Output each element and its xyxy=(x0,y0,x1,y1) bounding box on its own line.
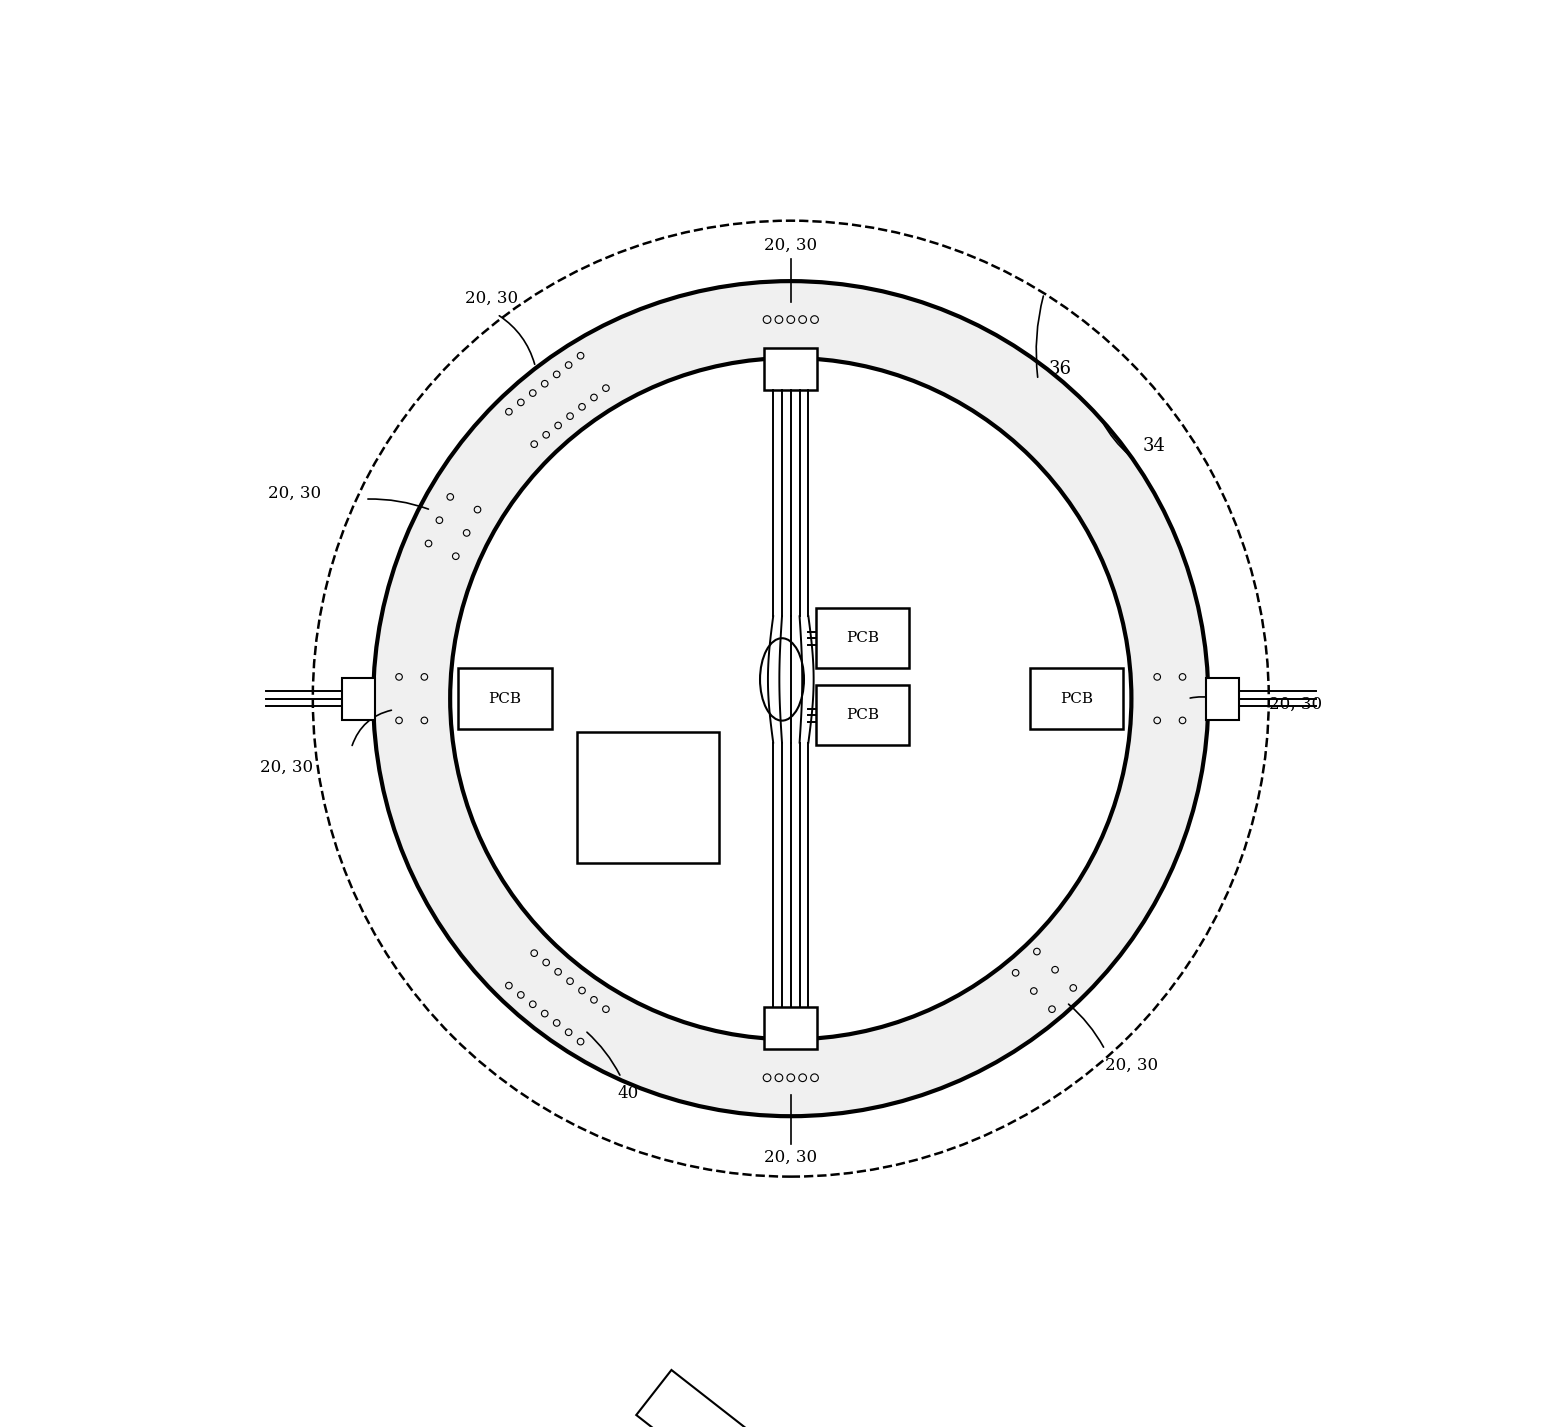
Bar xyxy=(758,1060,824,1096)
Text: 20, 30: 20, 30 xyxy=(464,290,518,307)
Bar xyxy=(758,303,824,337)
Text: 20, 30: 20, 30 xyxy=(1268,695,1322,712)
Text: CONTROL: CONTROL xyxy=(608,741,687,755)
Text: ONOFF SW: ONOFF SW xyxy=(605,808,691,821)
Text: 36: 36 xyxy=(1049,360,1072,378)
Bar xyxy=(1029,668,1123,729)
Circle shape xyxy=(451,358,1131,1039)
Bar xyxy=(1153,668,1188,729)
Bar xyxy=(636,1370,772,1427)
Text: PCB: PCB xyxy=(489,692,522,706)
Text: PCB: PCB xyxy=(846,631,878,645)
Text: 20, 30: 20, 30 xyxy=(764,1149,818,1166)
Text: 20, 30: 20, 30 xyxy=(764,237,818,254)
Bar xyxy=(816,685,909,745)
Text: & LEDs: & LEDs xyxy=(619,841,677,853)
Bar xyxy=(343,678,375,719)
Bar xyxy=(1207,678,1239,719)
Text: 20, 30: 20, 30 xyxy=(1105,1057,1157,1075)
Bar xyxy=(577,732,719,863)
Bar xyxy=(764,348,818,390)
Text: 20, 30: 20, 30 xyxy=(268,485,321,502)
Bar xyxy=(458,668,552,729)
Bar xyxy=(393,668,429,729)
Text: 40: 40 xyxy=(617,1086,639,1102)
Bar xyxy=(816,608,909,668)
Text: 34: 34 xyxy=(1142,437,1165,455)
Text: PCB: PCB xyxy=(846,708,878,722)
Bar xyxy=(764,1007,818,1049)
Text: 20, 30: 20, 30 xyxy=(259,759,313,776)
Text: PCB: PCB xyxy=(633,773,663,788)
Circle shape xyxy=(373,281,1208,1116)
Text: PCB: PCB xyxy=(1060,692,1092,706)
